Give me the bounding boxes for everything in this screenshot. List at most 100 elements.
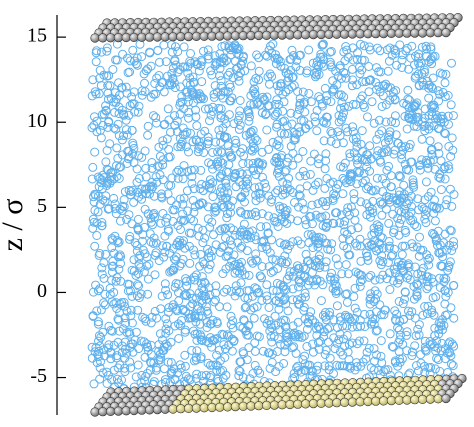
particle <box>291 62 301 72</box>
particle <box>212 350 222 360</box>
wall-atom <box>137 405 147 415</box>
wall-atom <box>168 404 178 414</box>
wall-atom <box>223 31 233 41</box>
particle <box>95 249 105 258</box>
particle <box>214 125 224 135</box>
particle <box>126 339 136 349</box>
particle <box>93 207 103 217</box>
particle <box>193 223 203 233</box>
particle <box>99 109 109 119</box>
particle <box>447 133 457 143</box>
particle <box>393 361 403 371</box>
particle <box>248 126 258 135</box>
particle <box>436 318 446 328</box>
particle <box>204 264 214 274</box>
particle <box>234 371 244 381</box>
particle <box>372 173 382 183</box>
wall-atom <box>386 28 397 39</box>
particle <box>247 146 257 156</box>
particle <box>134 192 144 202</box>
wall-atom <box>277 400 287 410</box>
particle <box>216 76 226 86</box>
particle <box>112 143 122 153</box>
particle <box>156 192 166 202</box>
particle <box>286 141 296 151</box>
particle <box>391 118 400 128</box>
particle <box>158 209 168 218</box>
particle <box>246 256 256 266</box>
wall-atom <box>418 28 428 38</box>
particles <box>87 39 459 395</box>
particle <box>379 310 389 320</box>
particle <box>288 321 298 331</box>
particle <box>176 225 185 234</box>
particle <box>119 202 129 212</box>
particle <box>288 271 298 281</box>
particle <box>333 179 343 189</box>
particle <box>409 282 419 291</box>
particle <box>339 47 349 57</box>
particle <box>152 313 162 323</box>
particle <box>204 183 214 193</box>
particle <box>237 225 247 235</box>
particle <box>369 319 379 329</box>
particle <box>112 374 122 384</box>
particle <box>294 299 304 309</box>
particle <box>186 165 196 175</box>
particle <box>411 71 421 81</box>
particle <box>348 43 358 53</box>
particle <box>324 361 334 371</box>
particle <box>300 288 310 298</box>
particle <box>238 52 248 62</box>
particle <box>149 238 158 248</box>
particle <box>379 148 389 157</box>
particle <box>374 115 384 125</box>
particle <box>444 262 454 272</box>
particle <box>281 259 291 269</box>
particle <box>329 333 339 343</box>
axis-label: z / σ <box>0 199 29 252</box>
particle <box>104 71 114 81</box>
particle <box>90 112 99 122</box>
wall-atom <box>316 398 326 408</box>
particle <box>347 81 357 91</box>
particle <box>189 98 198 108</box>
particle <box>248 163 258 173</box>
particle <box>444 164 454 174</box>
particle <box>235 367 245 376</box>
particle <box>310 318 320 328</box>
particle <box>317 40 327 50</box>
particle <box>159 342 169 352</box>
particle <box>126 305 136 315</box>
particle <box>264 101 274 111</box>
particle <box>197 336 207 346</box>
particle <box>404 196 414 206</box>
particle <box>154 256 164 266</box>
particle <box>344 250 354 260</box>
particle <box>430 164 440 174</box>
particle <box>113 252 123 262</box>
particle <box>112 273 122 283</box>
particle <box>209 92 219 102</box>
particle <box>118 150 127 160</box>
particle <box>240 303 250 313</box>
particle <box>367 230 377 240</box>
particle <box>114 109 124 119</box>
particle <box>143 342 153 352</box>
particle <box>391 86 401 96</box>
particle <box>209 336 219 346</box>
wall-atom <box>121 406 131 416</box>
particle <box>181 274 191 284</box>
particle <box>426 54 436 63</box>
particle <box>359 41 369 51</box>
particle <box>299 99 309 109</box>
particle <box>322 112 331 122</box>
particle <box>338 138 348 148</box>
particle <box>257 147 267 157</box>
particle <box>104 204 114 214</box>
particle <box>326 97 336 107</box>
particle <box>380 138 390 148</box>
particle <box>236 208 246 218</box>
particle <box>111 209 121 219</box>
particle <box>213 157 223 167</box>
